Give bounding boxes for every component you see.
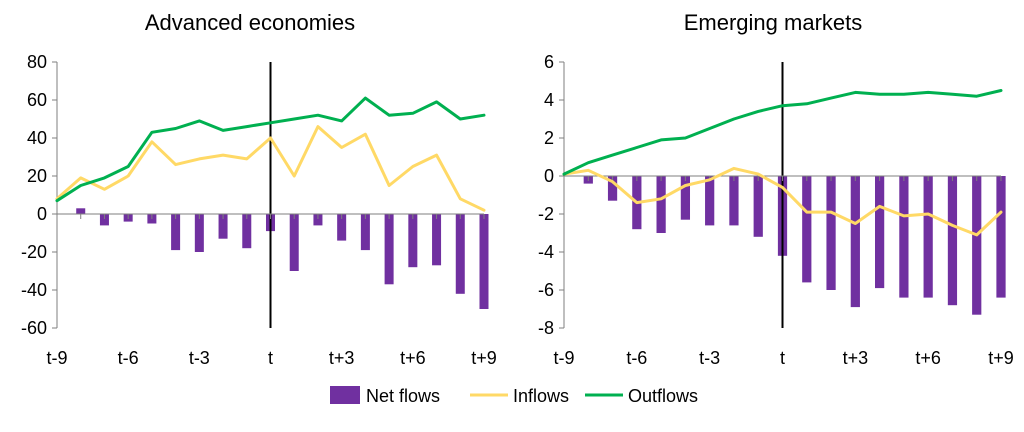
y-tick-label-em-4: -2 xyxy=(538,204,554,224)
bar-net-flows-em-t-7 xyxy=(607,176,618,201)
y-tick-label-adv-6: -40 xyxy=(21,280,47,300)
bar-net-flows-em-t-2 xyxy=(729,176,739,226)
bar-net-flows-em-t+3 xyxy=(850,176,860,308)
x-tick-label-em-2: t-3 xyxy=(699,348,720,368)
x-tick-label-adv-4: t+3 xyxy=(329,348,355,368)
x-tick-label-em-5: t+6 xyxy=(915,348,941,368)
y-tick-label-em-7: -8 xyxy=(538,318,554,338)
y-tick-label-adv-2: 40 xyxy=(27,128,47,148)
bar-net-flows-em-t+4 xyxy=(875,176,885,289)
bar-net-flows-adv-t+1 xyxy=(289,214,299,271)
x-tick-label-em-0: t-9 xyxy=(553,348,574,368)
bar-net-flows-adv-t-1 xyxy=(242,214,252,249)
x-tick-label-em-3: t xyxy=(780,348,785,368)
bar-net-flows-adv-t+7 xyxy=(432,214,442,266)
bar-net-flows-adv-t+5 xyxy=(384,214,394,285)
bar-net-flows-adv-t-8 xyxy=(76,208,86,214)
y-tick-label-adv-1: 60 xyxy=(27,90,47,110)
legend: Net flows Inflows Outflows xyxy=(330,386,698,406)
bar-net-flows-adv-t-3 xyxy=(194,214,204,252)
legend-label-outflows: Outflows xyxy=(628,386,698,406)
panel-advanced: Advanced economies 80 60 40 20 0 -20 -40 -60 t-9… xyxy=(21,10,497,368)
bar-net-flows-adv-t+8 xyxy=(455,214,465,294)
y-tick-label-em-3: 0 xyxy=(544,166,554,186)
y-tick-label-em-2: 2 xyxy=(544,128,554,148)
bar-net-flows-adv-t-4 xyxy=(171,214,181,251)
line-outflows-em xyxy=(562,89,1003,176)
x-tick-label-em-6: t+9 xyxy=(988,348,1014,368)
x-tick-label-adv-3: t xyxy=(268,348,273,368)
x-tick-label-adv-0: t-9 xyxy=(46,348,67,368)
bar-net-flows-adv-t+6 xyxy=(408,214,418,268)
y-tick-label-adv-3: 20 xyxy=(27,166,47,186)
y-tick-label-adv-5: -20 xyxy=(21,242,47,262)
bar-net-flows-em-t+6 xyxy=(923,176,933,298)
y-tick-label-adv-4: 0 xyxy=(37,204,47,224)
y-tick-label-em-6: -6 xyxy=(538,280,554,300)
x-tick-label-adv-6: t+9 xyxy=(471,348,497,368)
bar-net-flows-em-t+8 xyxy=(972,176,982,315)
legend-swatch-net-flows xyxy=(330,386,360,404)
bar-net-flows-adv-t+9 xyxy=(479,214,489,309)
bar-net-flows-em-t-1 xyxy=(753,176,763,237)
y-tick-label-em-5: -4 xyxy=(538,242,554,262)
legend-label-inflows: Inflows xyxy=(513,386,569,406)
bar-net-flows-em-t+7 xyxy=(947,176,958,306)
y-tick-label-em-1: 4 xyxy=(544,90,554,110)
bar-net-flows-adv-t-7 xyxy=(99,214,109,226)
y-tick-label-em-0: 6 xyxy=(544,52,554,72)
bar-net-flows-em-t-4 xyxy=(680,176,691,220)
x-tick-label-adv-2: t-3 xyxy=(189,348,210,368)
panel-title-advanced: Advanced economies xyxy=(145,10,355,35)
line-inflows-em xyxy=(562,166,1003,237)
bar-net-flows-em-t+9 xyxy=(996,176,1006,298)
bar-net-flows-em-t+5 xyxy=(899,176,909,298)
legend-label-net-flows: Net flows xyxy=(366,386,440,406)
bar-net-flows-em-t+2 xyxy=(826,176,836,290)
x-tick-label-em-1: t-6 xyxy=(626,348,647,368)
bar-net-flows-em-t-5 xyxy=(656,176,666,233)
bar-net-flows-adv-t+2 xyxy=(313,214,323,226)
line-inflows-adv xyxy=(55,125,486,212)
x-tick-label-adv-5: t+6 xyxy=(400,348,426,368)
bar-net-flows-em-t+1 xyxy=(802,176,812,283)
x-tick-label-adv-1: t-6 xyxy=(118,348,139,368)
bar-net-flows-adv-t+4 xyxy=(360,214,370,251)
bar-net-flows-adv-t+3 xyxy=(337,214,347,241)
bar-net-flows-adv-t-2 xyxy=(218,214,228,239)
y-tick-label-adv-7: -60 xyxy=(21,318,47,338)
x-tick-label-em-4: t+3 xyxy=(843,348,869,368)
panel-emerging: Emerging markets 6 4 2 0 -2 -4 -6 -8 t-9 t-6 t-3 t t… xyxy=(538,10,1014,368)
panel-title-emerging: Emerging markets xyxy=(684,10,863,35)
bar-net-flows-em-t-3 xyxy=(705,176,715,226)
y-tick-label-adv-0: 80 xyxy=(27,52,47,72)
line-outflows-adv xyxy=(55,96,486,203)
